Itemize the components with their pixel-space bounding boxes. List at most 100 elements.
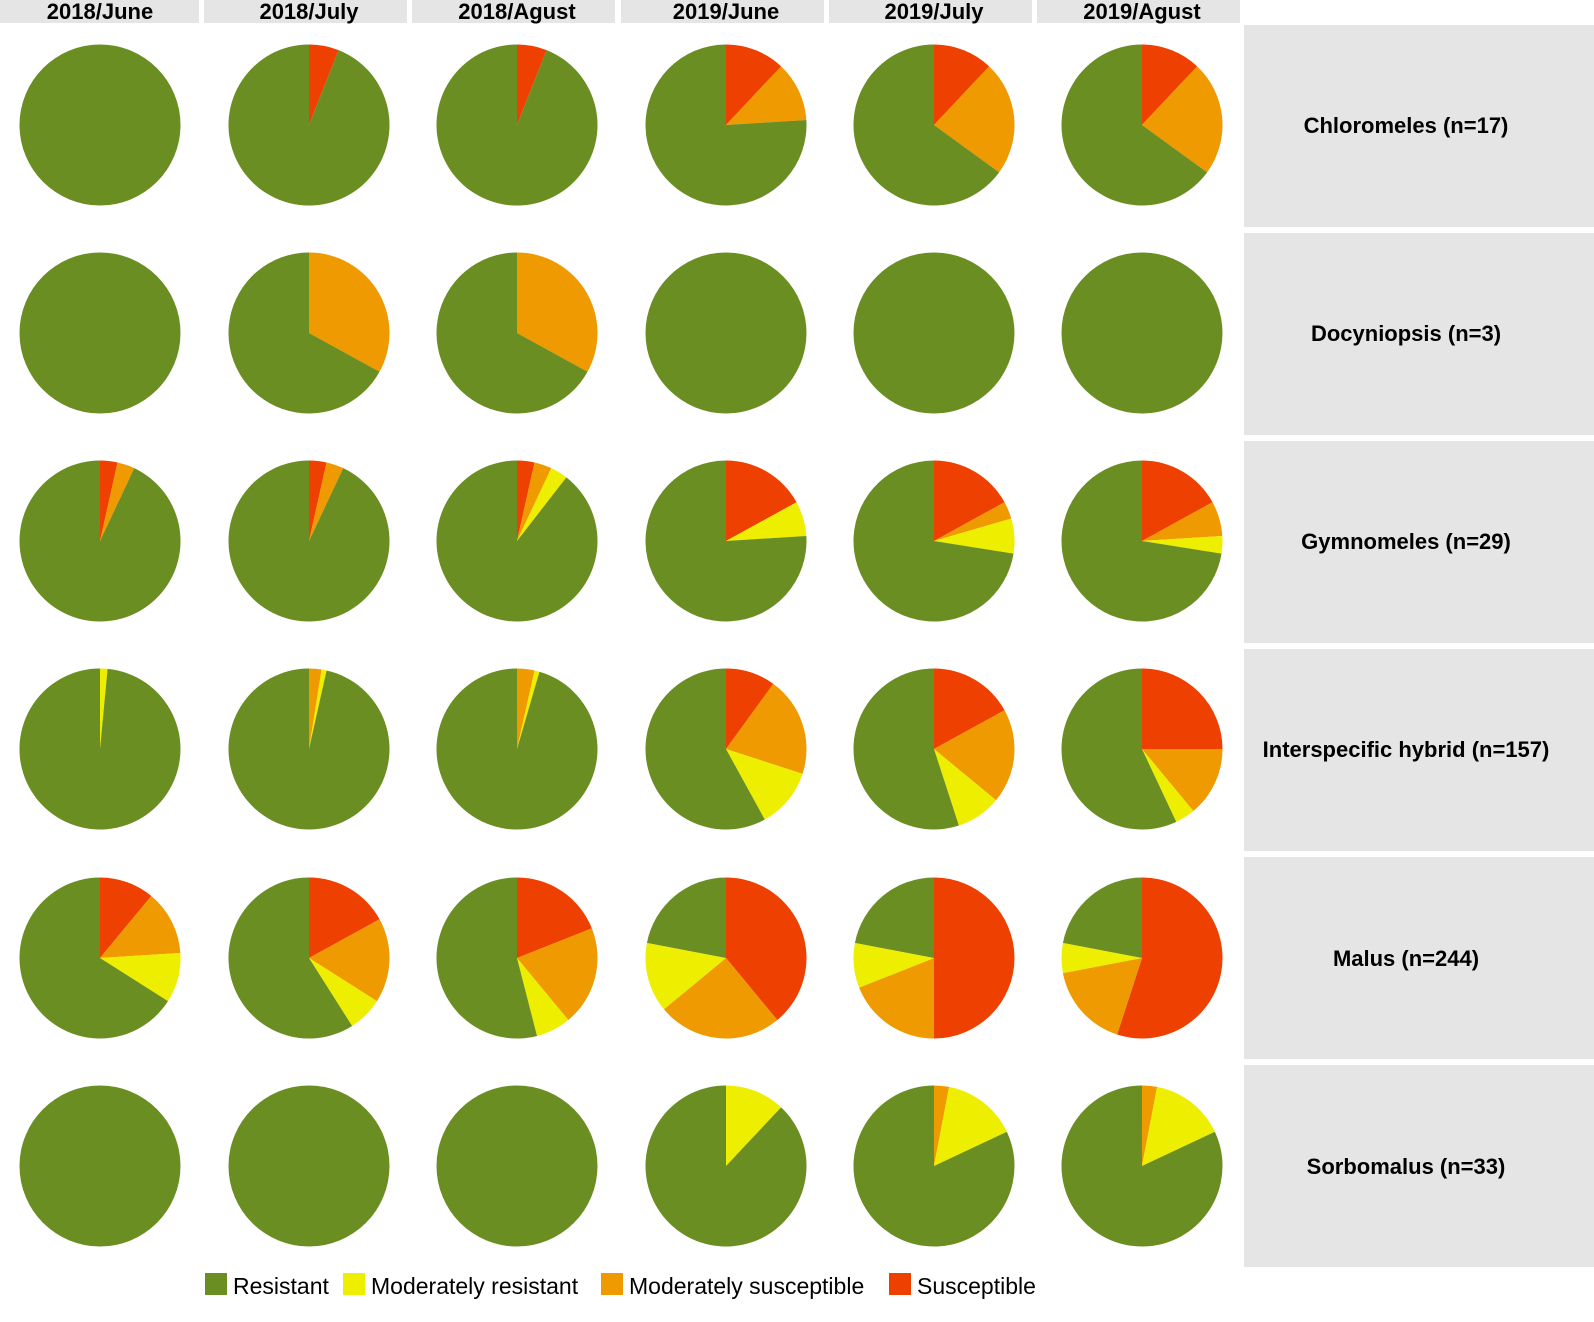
pie-docyniopsis-n-3-2019-june <box>645 252 807 414</box>
pie-slice-resistant <box>1061 44 1208 206</box>
legend-swatch-moderately-resistant <box>343 1273 365 1295</box>
pie-slice-resistant <box>1061 1085 1223 1247</box>
pie-slice-moderately-resistant <box>517 958 569 1036</box>
row-strip-chloromeles-n-17 <box>1244 25 1594 227</box>
pie-slice-moderately-susceptible <box>934 1085 950 1166</box>
pie-slice-moderately-susceptible <box>934 502 1012 541</box>
pie-slice-moderately-resistant <box>934 1086 1007 1166</box>
pie-slice-moderately-susceptible <box>1142 1085 1158 1166</box>
row-label: Interspecific hybrid (n=157) <box>1263 737 1550 762</box>
pie-slice-resistant <box>436 252 588 414</box>
pie-slice-moderately-susceptible <box>309 252 390 372</box>
pie-slice-resistant <box>853 668 959 830</box>
pie-chloromeles-n-17-2018-agust <box>436 44 598 206</box>
row-strip-docyniopsis-n-3 <box>1244 233 1594 435</box>
row-strip-gymnomeles-n-29 <box>1244 441 1594 643</box>
legend-label: Resistant <box>233 1273 329 1299</box>
pie-slice-susceptible <box>1142 460 1213 541</box>
pie-slice-resistant <box>853 1085 1015 1247</box>
pie-slice-moderately-susceptible <box>663 958 778 1039</box>
pie-slice-susceptible <box>726 460 797 541</box>
pie-slice-resistant <box>853 460 1014 622</box>
pie-gymnomeles-n-29-2018-july <box>228 460 390 622</box>
column-label: 2018/Agust <box>458 0 576 24</box>
pie-slice-moderately-resistant <box>1142 1086 1215 1166</box>
pie-slice-resistant <box>645 1085 807 1247</box>
column-strip-2019-agust <box>1037 0 1240 23</box>
pie-slice-moderately-susceptible <box>1062 958 1142 1035</box>
pie-malus-n-244-2019-agust <box>1061 877 1223 1039</box>
pie-docyniopsis-n-3-2019-july <box>853 252 1015 414</box>
pie-malus-n-244-2019-july <box>853 877 1015 1039</box>
pie-slice-susceptible <box>309 877 380 958</box>
pie-slice-moderately-susceptible <box>517 462 552 541</box>
pie-slice-resistant <box>853 252 1015 414</box>
row-label: Malus (n=244) <box>1333 946 1479 971</box>
pie-docyniopsis-n-3-2018-june <box>19 252 181 414</box>
row-strip-malus-n-244 <box>1244 857 1594 1059</box>
pie-sorbomalus-n-33-2019-june <box>645 1085 807 1247</box>
pie-slice-resistant <box>228 668 390 830</box>
pie-slice-moderately-resistant <box>934 518 1015 554</box>
pie-slice-resistant <box>1062 877 1142 958</box>
pie-slice-resistant <box>645 44 807 206</box>
pie-docyniopsis-n-3-2019-agust <box>1061 252 1223 414</box>
row-strip-sorbomalus-n-33 <box>1244 1065 1594 1267</box>
pie-slice-resistant <box>228 44 390 206</box>
pie-panels <box>19 44 1223 1247</box>
pie-sorbomalus-n-33-2019-agust <box>1061 1085 1223 1247</box>
pie-slice-moderately-susceptible <box>309 462 344 541</box>
pie-docyniopsis-n-3-2018-agust <box>436 252 598 414</box>
pie-slice-moderately-resistant <box>1142 535 1223 554</box>
pie-slice-moderately-susceptible <box>934 66 1015 173</box>
pie-slice-moderately-susceptible <box>517 252 598 372</box>
column-label: 2018/June <box>47 0 153 24</box>
pie-slice-resistant <box>645 668 765 830</box>
pie-slice-moderately-susceptible <box>100 895 181 958</box>
legend-swatch-moderately-susceptible <box>601 1273 623 1295</box>
pie-slice-moderately-resistant <box>100 668 108 749</box>
pie-slice-moderately-resistant <box>517 468 567 541</box>
pie-slice-resistant <box>854 877 934 958</box>
pie-gymnomeles-n-29-2019-agust <box>1061 460 1223 622</box>
row-label: Chloromeles (n=17) <box>1304 113 1509 138</box>
pie-slice-moderately-resistant <box>934 749 997 826</box>
pie-slice-resistant <box>19 1085 181 1247</box>
pie-slice-moderately-susceptible <box>726 683 807 774</box>
pie-slice-moderately-resistant <box>517 670 540 749</box>
column-label: 2018/July <box>259 0 359 24</box>
column-label: 2019/July <box>884 0 984 24</box>
pie-interspecific-hybrid-n-157-2019-july <box>853 668 1015 830</box>
pie-chloromeles-n-17-2019-agust <box>1061 44 1223 206</box>
pie-slice-resistant <box>228 252 380 414</box>
pie-chloromeles-n-17-2019-june <box>645 44 807 206</box>
legend-swatch-resistant <box>205 1273 227 1295</box>
pie-slice-resistant <box>436 877 538 1039</box>
pie-slice-resistant <box>19 44 181 206</box>
pie-gymnomeles-n-29-2018-agust <box>436 460 598 622</box>
pie-slice-resistant <box>645 460 807 622</box>
pie-chloromeles-n-17-2018-june <box>19 44 181 206</box>
pie-slice-resistant <box>436 44 598 206</box>
pie-slice-resistant <box>19 252 181 414</box>
legend-swatch-susceptible <box>889 1273 911 1295</box>
pie-slice-moderately-susceptible <box>859 958 934 1039</box>
pie-slice-resistant <box>228 1085 390 1247</box>
pie-slice-resistant <box>436 1085 598 1247</box>
pie-slice-moderately-susceptible <box>517 668 535 749</box>
pie-slice-moderately-resistant <box>1142 749 1194 822</box>
legend-label: Susceptible <box>917 1273 1036 1299</box>
pie-slice-resistant <box>645 252 807 414</box>
pie-chloromeles-n-17-2018-july <box>228 44 390 206</box>
pie-slice-susceptible <box>726 877 807 1021</box>
pie-interspecific-hybrid-n-157-2018-agust <box>436 668 598 830</box>
pie-slice-resistant <box>19 460 181 622</box>
column-strip-2018-july <box>204 0 407 23</box>
pie-slice-susceptible <box>934 44 990 125</box>
pie-slice-resistant <box>228 460 390 622</box>
pie-slice-susceptible <box>934 460 1005 541</box>
pie-slice-resistant <box>1061 668 1177 830</box>
pie-malus-n-244-2018-july <box>228 877 390 1039</box>
legend: Resistant Moderately resistant Moderately … <box>205 1273 1036 1299</box>
column-strips: 2018/June 2018/July 2018/Agust 2019/June 201… <box>0 0 1240 24</box>
